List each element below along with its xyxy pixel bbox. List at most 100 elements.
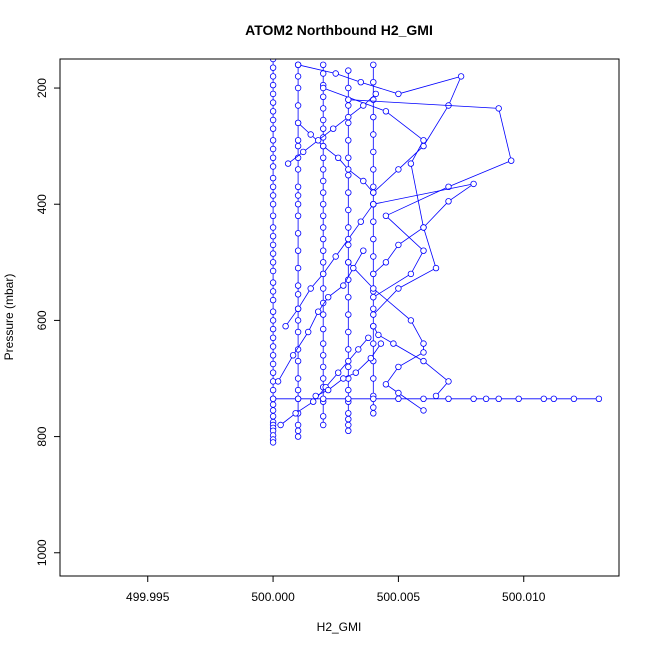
data-point [269,224,277,231]
data-point [310,398,317,405]
data-point [335,154,342,161]
data-point [382,259,390,266]
x-axis: 499.995 500.000 500.005 500.010 [126,576,546,604]
data-point [370,410,377,417]
data-point [420,407,427,414]
data-point [320,70,327,77]
data-point [345,96,352,103]
data-point [320,189,327,196]
data-point [284,160,292,167]
data-point [269,232,277,240]
data-point [345,410,352,417]
data-point [277,421,284,429]
data-point [345,346,352,353]
data-point [289,352,297,359]
data-point [345,241,352,249]
data-point [294,192,302,199]
data-point [395,389,402,397]
data-point [269,296,277,304]
data-point [540,395,547,402]
data-point [382,108,390,115]
data-point [294,102,302,109]
data-point [357,78,364,86]
data-point [269,334,277,341]
data-point [320,154,327,161]
data-point [375,331,382,339]
series-13 [282,200,377,330]
data-point [370,235,377,243]
data-point [470,180,477,188]
data-point [370,340,377,347]
data-point [269,279,277,286]
data-point [345,84,352,92]
series-8-line [348,99,512,298]
data-point [345,67,352,74]
data-point [294,264,302,272]
data-point [294,61,302,69]
data-point [345,189,352,196]
data-point [370,253,377,260]
data-point [269,99,277,106]
data-point [300,148,307,156]
data-point [320,235,327,243]
data-point [370,404,377,411]
data-point [269,163,277,170]
data-point [320,142,327,150]
data-point [269,386,277,394]
data-point [345,395,352,402]
data-point [345,357,352,365]
x-axis-title: H2_GMI [317,620,362,634]
data-point [345,311,352,318]
data-point [360,102,367,109]
data-point [445,378,452,385]
series-16 [294,119,377,196]
data-point [370,395,377,402]
data-point [372,90,379,98]
data-point [320,311,327,318]
data-point [370,113,377,121]
series-layer [269,59,603,446]
data-point [370,218,377,225]
data-point [269,145,277,153]
data-point [340,282,347,289]
data-point [269,81,277,89]
data-point [370,183,377,190]
data-point [445,198,452,205]
data-point [367,355,374,362]
data-point [269,352,277,359]
data-point [269,288,277,295]
plot-frame [59,58,620,577]
x-tick-label: 500.010 [502,590,546,604]
series-15 [277,334,372,429]
data-point [320,340,327,347]
data-point [365,334,372,341]
data-point [377,340,385,347]
data-point [320,125,327,132]
data-point [390,340,397,347]
data-point [420,247,427,254]
data-point [294,427,302,434]
data-point [320,421,327,429]
data-point [495,395,502,402]
data-point [320,93,327,100]
data-point [269,241,277,249]
data-point [315,308,322,315]
data-point [320,299,327,307]
data-point [395,90,402,98]
data-point [269,439,277,446]
data-point [345,328,352,336]
data-point [370,305,377,312]
data-point [294,200,302,208]
data-point [355,346,362,353]
data-point [307,285,314,292]
data-point [345,421,352,429]
data-point [320,212,327,219]
data-point [508,157,515,164]
data-point [345,119,352,127]
series-13-line [285,203,374,327]
data-point [294,305,302,312]
data-point [320,352,327,359]
data-point [345,235,352,243]
data-point [382,381,390,388]
data-point [432,264,440,272]
